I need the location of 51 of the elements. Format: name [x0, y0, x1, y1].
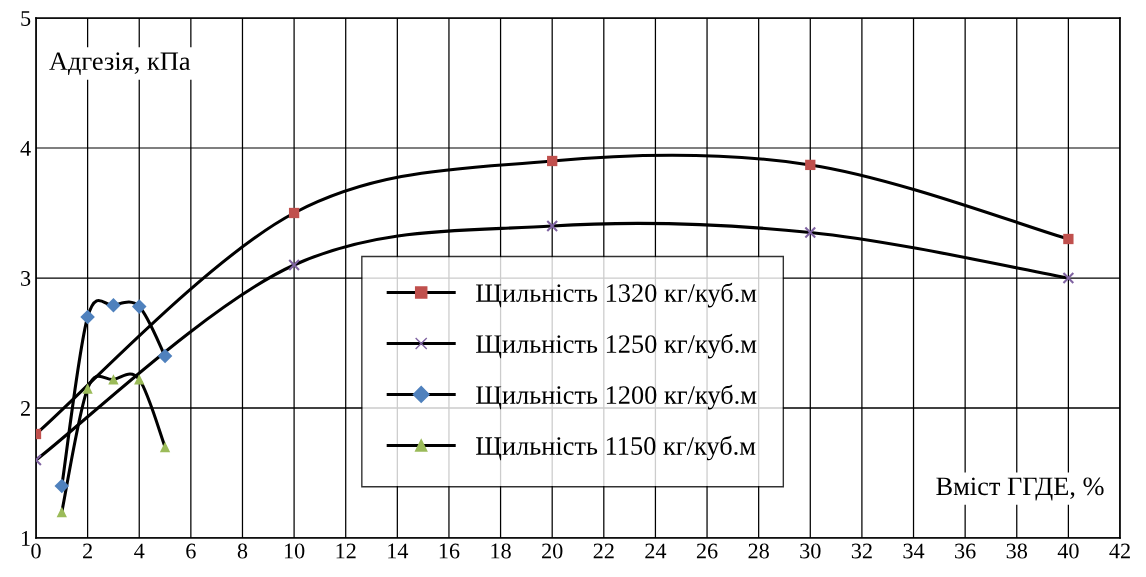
point — [546, 220, 559, 232]
point — [108, 374, 119, 385]
point — [54, 478, 70, 494]
point — [157, 348, 173, 364]
x-tick-label: 20 — [542, 543, 563, 559]
point — [80, 309, 95, 325]
point — [804, 226, 817, 239]
x-tick-label: 4 — [134, 543, 145, 559]
x-tick-label: 42 — [1109, 543, 1130, 559]
x-tick-label: 10 — [284, 543, 305, 559]
x-tick-label: 36 — [955, 543, 976, 559]
legend-label: Щильність 1320 кг/куб.м — [476, 282, 757, 308]
x-tick-label: 12 — [336, 543, 356, 559]
x-axis-title: Вміст ГГДЕ, % — [936, 477, 1104, 501]
x-tick-label: 6 — [186, 543, 196, 559]
legend-label: Щильність 1150 кг/куб.м — [476, 435, 756, 461]
point — [82, 383, 93, 394]
x-tick-label: 18 — [491, 543, 511, 559]
x-tick-label: 38 — [1006, 543, 1028, 559]
point — [106, 298, 121, 313]
y-tick-label: 5 — [21, 11, 31, 26]
x-tick-label: 32 — [851, 543, 872, 559]
point — [134, 374, 145, 385]
x-tick-label: 16 — [439, 543, 460, 559]
x-tick-label: 14 — [388, 543, 409, 559]
y-tick-label: 4 — [20, 141, 31, 156]
legend-label: Щильність 1250 кг/куб.м — [476, 333, 757, 359]
point — [1063, 233, 1074, 245]
point — [547, 155, 558, 167]
x-tick-label: 24 — [645, 543, 667, 559]
x-tick-label: 8 — [237, 543, 248, 559]
x-tick-label: 0 — [31, 543, 41, 559]
legend-label: Щильність 1200 кг/куб.м — [476, 384, 757, 410]
x-tick-label: 26 — [696, 543, 718, 559]
y-axis-title: Адгезія, кПа — [49, 52, 191, 75]
x-tick-label: 2 — [83, 543, 92, 559]
x-tick-label: 30 — [800, 543, 821, 559]
point — [1062, 272, 1075, 284]
point — [288, 207, 300, 219]
x-tick-label: 22 — [593, 543, 614, 559]
x-tick-label: 28 — [748, 543, 769, 559]
point — [288, 259, 301, 271]
y-tick-label: 2 — [21, 400, 30, 416]
point — [131, 299, 147, 314]
point — [805, 159, 816, 171]
y-tick-label: 3 — [21, 270, 31, 286]
point — [56, 506, 67, 518]
x-tick-label: 40 — [1057, 543, 1079, 559]
x-tick-label: 34 — [903, 543, 925, 559]
y-tick-label: 1 — [21, 531, 30, 546]
point — [159, 441, 171, 453]
